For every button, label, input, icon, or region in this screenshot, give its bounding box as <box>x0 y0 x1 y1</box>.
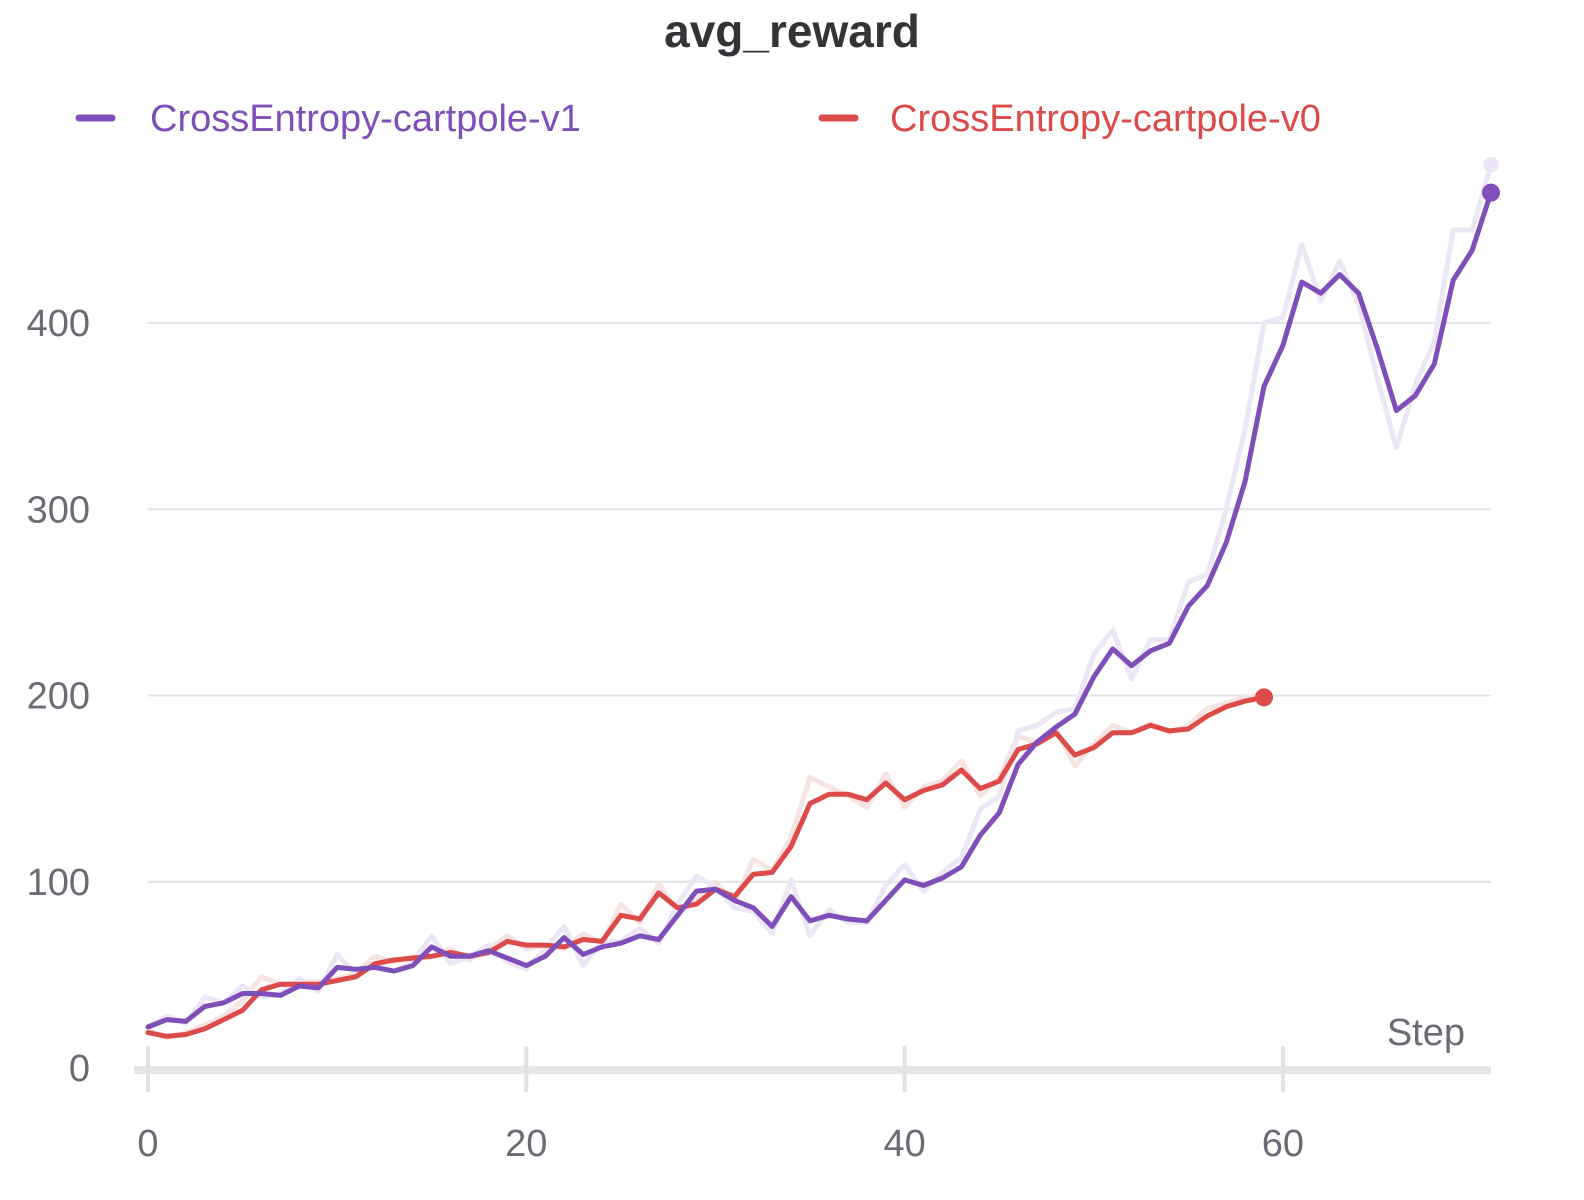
series-endpoint-1[interactable] <box>1255 688 1274 707</box>
x-ticks: 0 20 40 60 <box>137 1046 1304 1165</box>
legend-item-v1[interactable]: CrossEntropy-cartpole-v1 <box>75 98 581 140</box>
y-tick-200: 200 <box>27 676 90 718</box>
series-smoothed <box>145 190 1494 1039</box>
x-tick-0: 0 <box>137 1123 158 1165</box>
x-axis-label: Step <box>1387 1012 1465 1054</box>
legend-item-v0[interactable]: CrossEntropy-cartpole-v0 <box>818 98 1321 140</box>
y-tick-0: 0 <box>69 1048 90 1090</box>
chart-title: avg_reward <box>664 5 920 57</box>
y-tick-100: 100 <box>27 862 90 904</box>
x-tick-20: 20 <box>505 1123 547 1165</box>
y-axis: 0 100 200 300 400 <box>27 303 90 1090</box>
legend-label-v0: CrossEntropy-cartpole-v0 <box>890 98 1321 140</box>
x-tick-40: 40 <box>883 1123 925 1165</box>
end-points <box>1255 156 1500 707</box>
series-endpoint-0[interactable] <box>1482 183 1500 202</box>
legend-label-v1: CrossEntropy-cartpole-v1 <box>150 98 581 140</box>
series-line-1[interactable] <box>145 694 1267 1039</box>
series-line-0[interactable] <box>145 190 1494 1030</box>
series-raw <box>146 164 1494 1041</box>
y-tick-400: 400 <box>27 303 90 345</box>
series-raw-endpoint-0 <box>1483 156 1499 173</box>
y-tick-300: 300 <box>27 489 90 531</box>
legend: CrossEntropy-cartpole-v1 CrossEntropy-ca… <box>75 98 1321 140</box>
x-tick-60: 60 <box>1262 1123 1304 1165</box>
series-raw-line-0 <box>146 164 1494 1030</box>
